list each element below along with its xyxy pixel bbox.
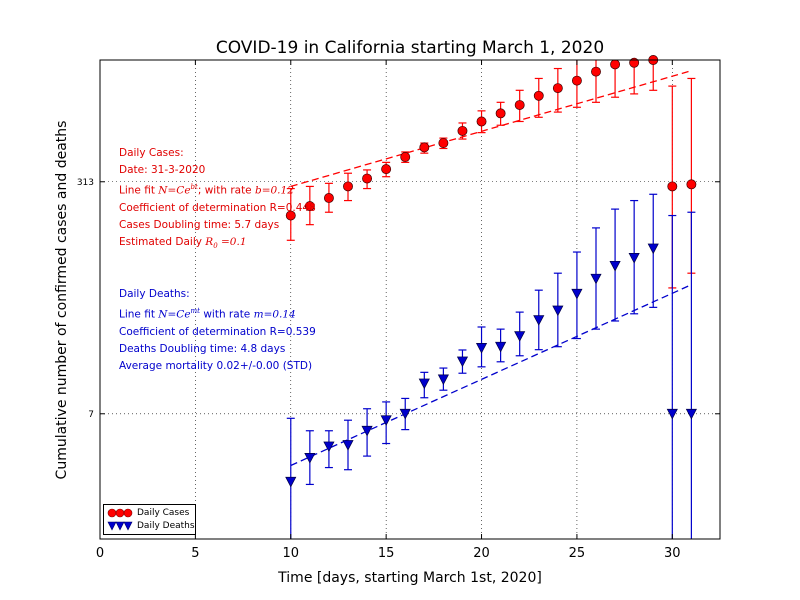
deaths-point [285,476,297,488]
deaths-point [628,253,640,264]
cases-point [686,179,697,190]
legend-deaths-label: Daily Deaths [137,521,195,531]
deaths-point [514,331,526,342]
cases-fit-rate: b=0.12 [254,184,294,197]
deaths-point [380,415,392,426]
cases-r0-value: =0.1 [217,235,247,248]
error-bars [286,60,696,539]
legend-cases-label: Daily Cases [137,508,190,518]
deaths-point [533,315,545,326]
cases-point [552,83,563,94]
legend-deaths-marker [107,520,133,532]
deaths-point [590,273,602,285]
cases-point [476,116,487,127]
cases-annotation-r: Coefficient of determination R=0.448 [119,201,316,214]
cases-point [457,125,468,136]
deaths-point [342,440,354,451]
y-axis-label: Cumulative number of confirmed cases and… [54,121,70,480]
cases-point [343,181,353,192]
deaths-annotation: Daily Deaths: Line fit N=Cemt with rate … [119,286,316,375]
cases-point [495,108,506,119]
deaths-fit-rate: m=0.14 [253,308,296,321]
cases-r0-subscript: 0 [213,241,218,250]
x-tick-label: 20 [473,546,490,561]
cases-point [610,59,621,70]
cases-point [362,173,373,184]
legend-item-deaths: Daily Deaths [104,520,195,532]
deaths-point [495,341,507,353]
x-tick-label: 10 [282,546,299,561]
deaths-point [361,425,373,437]
grid [100,60,720,539]
legend: Daily Cases Daily Deaths [103,504,196,535]
axis-ticks: 0 5 10 15 20 25 30 7 313 [77,60,720,561]
deaths-point [666,408,678,420]
cases-fit-mid: ; with rate [197,184,255,197]
legend-item-cases: Daily Cases [104,507,189,519]
cases-point [419,142,430,153]
cases-point [514,100,525,110]
y-tick-label: 7 [88,410,94,420]
y-tick-label: 313 [77,178,94,188]
cases-point [629,57,640,68]
deaths-point [647,243,659,255]
cases-annotation-date: Date: 31-3-2020 [119,164,206,176]
deaths-point [571,288,583,300]
x-axis-label: Time [days, starting March 1st, 2020] [277,570,542,586]
deaths-point [399,408,411,420]
x-tick-label: 30 [664,546,681,561]
cases-annotation-fit: Line fit N=Cebt; with rate b=0.12 [119,179,316,200]
data-markers [285,55,697,488]
cases-annotation-r0: Estimated Daily R0 =0.1 [119,234,316,255]
cases-point [323,193,334,203]
deaths-point [475,343,488,354]
cases-point [381,164,392,175]
x-tick-label: 0 [96,546,104,561]
deaths-annotation-r: Coefficient of determination R=0.539 [119,325,316,338]
x-tick-label: 5 [191,546,199,561]
cases-fit-formula: N=Ce [158,184,191,197]
cases-point [591,66,601,77]
cases-fit-exponent: bt [190,183,198,191]
cases-annotation: Daily Cases: Date: 31-3-2020 Line fit N=… [119,145,316,255]
cases-fit-prefix: Line fit [119,184,159,197]
deaths-annotation-title: Daily Deaths: [119,288,190,300]
cases-point [533,90,544,101]
cases-point [438,138,449,149]
deaths-point [323,441,335,453]
deaths-fit-prefix: Line fit [119,308,159,321]
deaths-fit-exponent: mt [190,307,200,315]
cases-point [667,181,678,192]
cases-point [571,75,582,86]
deaths-fit-formula: N=Ce [158,308,191,321]
deaths-point [304,453,316,464]
deaths-annotation-mortality: Average mortality 0.02+/-0.00 (STD) [119,359,313,372]
cases-annotation-doubling: Cases Doubling time: 5.7 days [119,218,280,231]
chart-title: COVID-19 in California starting March 1,… [216,38,604,58]
fit-lines [290,70,692,467]
cases-point [285,210,296,221]
deaths-annotation-fit: Line fit N=Cemt with rate m=0.14 [119,303,316,324]
x-tick-label: 15 [378,546,395,561]
deaths-point [437,374,449,386]
x-tick-label: 25 [569,546,586,561]
deaths-point [418,378,430,390]
cases-point [400,151,411,162]
legend-cases-marker [107,507,133,519]
plot-frame [99,59,721,540]
deaths-point [552,305,564,317]
cases-r0-prefix: Estimated Daily [119,235,206,248]
fit-line [290,284,692,467]
deaths-point [609,260,621,272]
deaths-point [685,408,697,420]
cases-r0-symbol: R [205,235,214,248]
cases-point [304,201,315,212]
deaths-annotation-doubling: Deaths Doubling time: 4.8 days [119,342,286,355]
fit-line [290,70,692,188]
cases-annotation-title: Daily Cases: [119,147,184,159]
deaths-point [456,356,469,368]
deaths-fit-mid: with rate [199,308,254,321]
